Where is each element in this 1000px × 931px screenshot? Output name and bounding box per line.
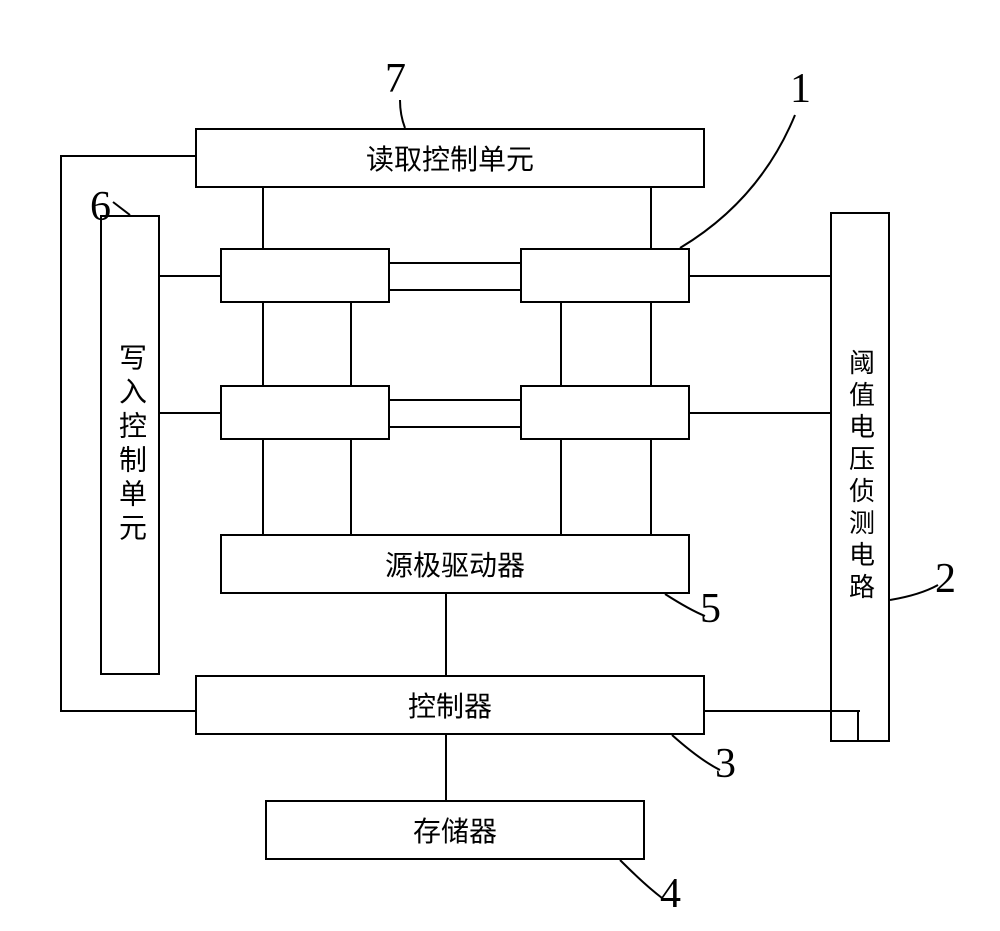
label-7: 7: [385, 55, 406, 103]
read-control-unit: 读取控制单元: [195, 128, 705, 188]
conn-line: [60, 155, 195, 157]
conn-line: [445, 594, 447, 675]
conn-line: [350, 440, 352, 534]
pixel-block-bot-right: [520, 385, 690, 440]
label-6: 6: [90, 183, 111, 231]
memory-block: 存储器: [265, 800, 645, 860]
controller-block: 控制器: [195, 675, 705, 735]
memory-label: 存储器: [413, 810, 497, 850]
conn-line: [60, 155, 62, 710]
conn-line: [650, 303, 652, 385]
conn-line: [262, 303, 264, 385]
conn-line: [390, 426, 520, 428]
conn-line: [60, 710, 195, 712]
conn-line: [160, 412, 220, 414]
conn-line: [262, 188, 264, 248]
source-driver-label: 源极驱动器: [385, 544, 525, 584]
label-3: 3: [715, 740, 736, 788]
conn-line: [705, 710, 860, 712]
controller-label: 控制器: [408, 685, 492, 725]
conn-line: [690, 275, 830, 277]
conn-line: [560, 303, 562, 385]
label-1: 1: [790, 65, 811, 113]
pixel-block-top-left: [220, 248, 390, 303]
conn-line: [690, 412, 830, 414]
label-4: 4: [660, 870, 681, 918]
conn-line: [160, 275, 220, 277]
conn-line: [560, 440, 562, 534]
source-driver: 源极驱动器: [220, 534, 690, 594]
conn-line: [445, 735, 447, 800]
pixel-block-bot-left: [220, 385, 390, 440]
pixel-block-top-right: [520, 248, 690, 303]
conn-line: [390, 399, 520, 401]
label-2: 2: [935, 555, 956, 603]
read-control-label: 读取控制单元: [366, 138, 534, 178]
conn-line: [650, 188, 652, 248]
label-5: 5: [700, 585, 721, 633]
conn-line: [390, 262, 520, 264]
conn-line: [390, 289, 520, 291]
conn-line: [350, 303, 352, 385]
threshold-label: 阈值电压侦测电路: [842, 349, 879, 605]
conn-line: [262, 440, 264, 534]
conn-line: [650, 440, 652, 534]
threshold-detection-circuit: 阈值电压侦测电路: [830, 212, 890, 742]
write-control-unit: 写入控制单元: [100, 215, 160, 675]
write-control-label: 写入控制单元: [110, 343, 150, 547]
block-diagram: 读取控制单元 写入控制单元 阈值电压侦测电路 源极驱动器 控制器 存储器 1 2…: [0, 0, 1000, 931]
